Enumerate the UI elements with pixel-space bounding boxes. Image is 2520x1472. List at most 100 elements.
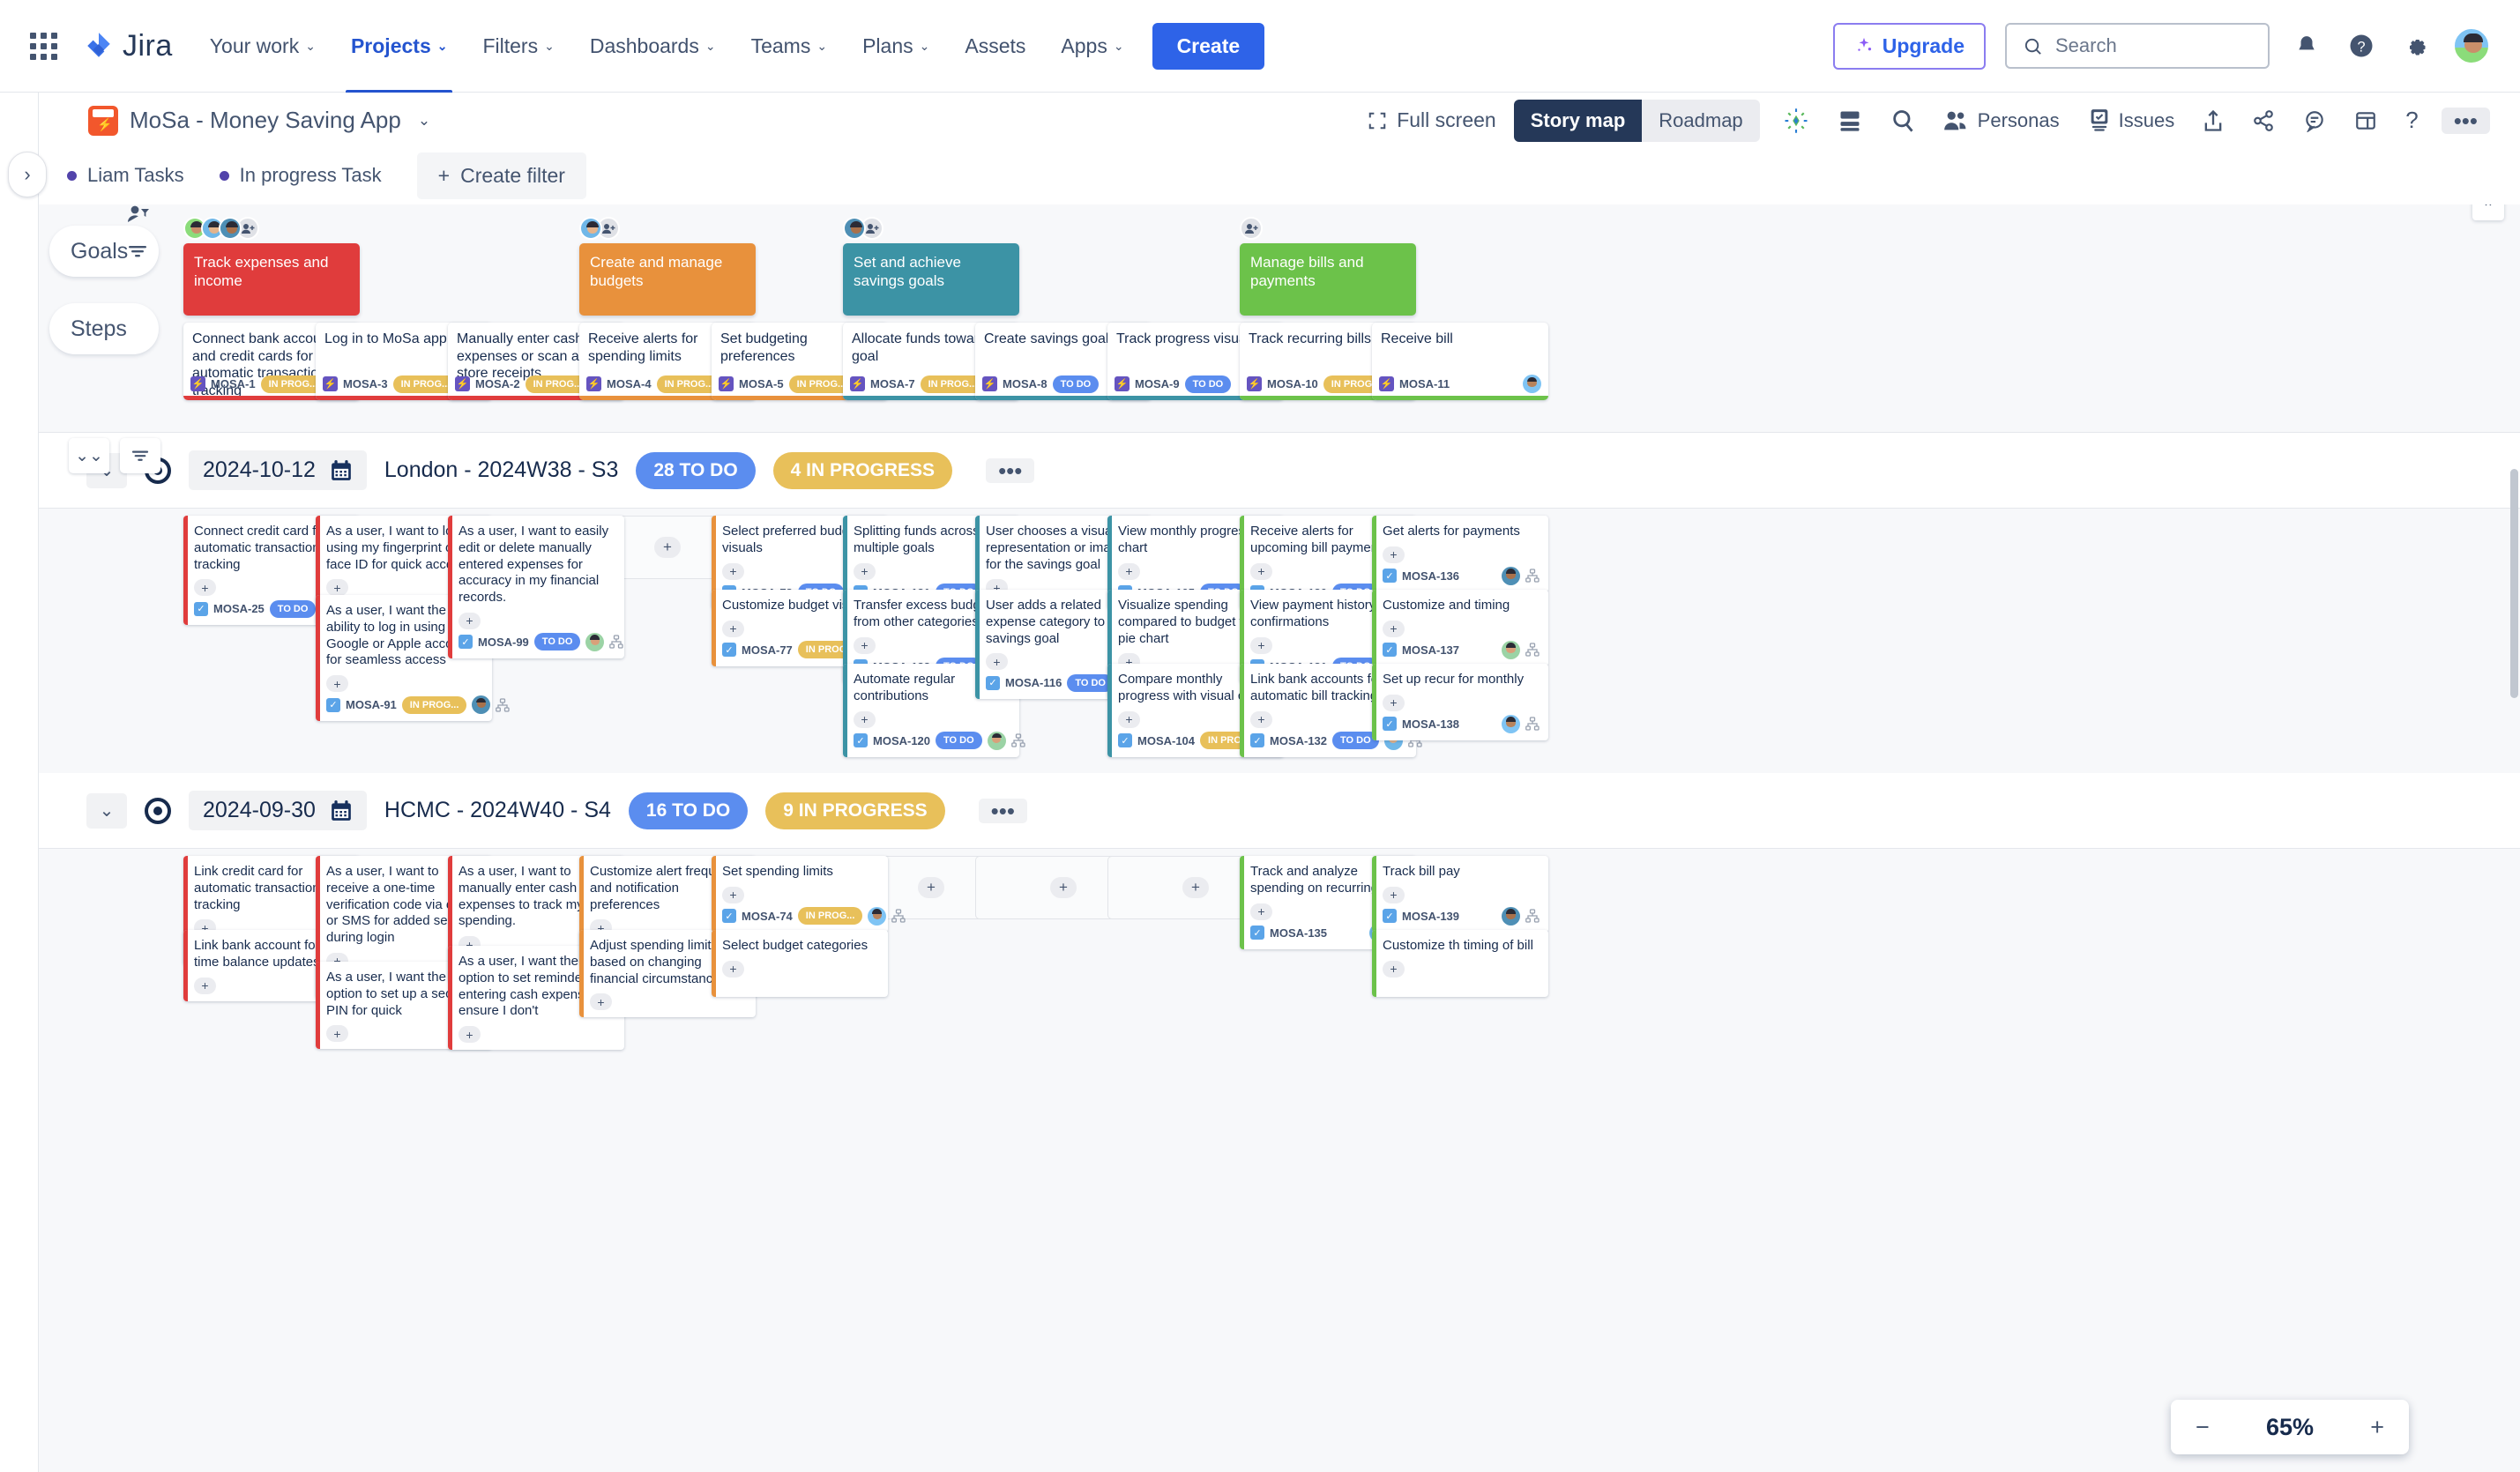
assignee-avatar[interactable]: [1502, 714, 1520, 733]
add-subtask-button[interactable]: +: [590, 993, 612, 1011]
status-badge[interactable]: IN PROG...: [797, 907, 863, 926]
add-subtask-button[interactable]: +: [722, 886, 744, 903]
avatar[interactable]: [579, 217, 602, 240]
add-person-icon[interactable]: [597, 217, 620, 240]
issue-key[interactable]: MOSA-11: [1399, 377, 1450, 390]
add-subtask-button[interactable]: +: [722, 562, 744, 580]
persona-filter-icon[interactable]: [127, 204, 150, 226]
sprint-more-options-button[interactable]: •••: [986, 457, 1035, 483]
add-subtask-button[interactable]: +: [722, 620, 744, 637]
issue-key[interactable]: MOSA-74: [742, 909, 793, 923]
issue-key[interactable]: MOSA-136: [1402, 569, 1460, 583]
export-icon[interactable]: [2197, 103, 2229, 138]
assignee-avatar[interactable]: [1523, 375, 1541, 393]
nav-plans[interactable]: Plans ⌄: [857, 26, 935, 67]
step-card[interactable]: Receive bill ⚡ MOSA-11: [1372, 323, 1548, 400]
issue-key[interactable]: MOSA-116: [1005, 676, 1062, 690]
add-subtask-button[interactable]: +: [326, 675, 348, 692]
issue-key[interactable]: MOSA-91: [346, 698, 397, 711]
add-subtask-button[interactable]: +: [1383, 546, 1405, 563]
nav-filters[interactable]: Filters ⌄: [477, 26, 559, 67]
story-card[interactable]: Get alerts for payments + ✓ MOSA-136: [1372, 516, 1548, 592]
nav-projects[interactable]: Projects ⌄: [345, 26, 453, 94]
notifications-bell-icon[interactable]: [2289, 28, 2324, 63]
upgrade-button[interactable]: Upgrade: [1832, 22, 1986, 70]
nav-dashboards[interactable]: Dashboards ⌄: [585, 26, 721, 67]
issue-key[interactable]: MOSA-3: [343, 377, 388, 390]
child-issues-icon[interactable]: [496, 697, 511, 712]
help-question-icon[interactable]: ?: [2405, 107, 2419, 133]
share-icon[interactable]: [2247, 104, 2280, 138]
collapse-all-button[interactable]: ⌄⌄: [69, 438, 109, 473]
personas-button[interactable]: Personas: [1938, 104, 2065, 138]
status-badge[interactable]: TO DO: [1332, 732, 1379, 749]
status-badge[interactable]: IN PROG...: [401, 695, 467, 714]
collapse-sprint-button[interactable]: ⌄: [86, 792, 127, 829]
create-filter-button[interactable]: + Create filter: [416, 152, 586, 199]
avatar[interactable]: [219, 217, 242, 240]
add-subtask-button[interactable]: +: [459, 1026, 481, 1043]
create-button[interactable]: Create: [1152, 22, 1265, 70]
assignee-avatar[interactable]: [868, 906, 887, 926]
issue-key[interactable]: MOSA-137: [1402, 643, 1460, 657]
goal-card[interactable]: Track expenses and income: [183, 243, 360, 316]
color-scheme-icon[interactable]: [1778, 102, 1815, 139]
issue-key[interactable]: MOSA-8: [1003, 377, 1048, 390]
add-subtask-button[interactable]: +: [326, 579, 348, 597]
status-badge[interactable]: IN PROG...: [525, 375, 591, 393]
nav-your-work[interactable]: Your work ⌄: [205, 26, 321, 67]
assignee-avatar[interactable]: [987, 731, 1006, 750]
jira-home-logo[interactable]: Jira: [84, 29, 173, 63]
sprint-date-picker[interactable]: 2024-09-30: [189, 791, 367, 830]
nav-teams[interactable]: Teams ⌄: [746, 26, 832, 67]
story-card[interactable]: As a user, I want to easily edit or dele…: [448, 516, 624, 658]
add-subtask-button[interactable]: +: [1383, 960, 1405, 978]
status-badge[interactable]: TO DO: [1184, 375, 1232, 393]
add-person-icon[interactable]: [1240, 217, 1263, 240]
settings-gear-icon[interactable]: [2398, 28, 2434, 63]
issue-key[interactable]: MOSA-104: [1137, 733, 1196, 747]
more-options-button[interactable]: •••: [2441, 107, 2490, 134]
issue-key[interactable]: MOSA-10: [1267, 377, 1318, 390]
issues-button[interactable]: Issues: [2083, 103, 2181, 138]
add-subtask-button[interactable]: +: [986, 653, 1008, 671]
status-badge[interactable]: IN PROG...: [788, 375, 854, 393]
issue-key[interactable]: MOSA-138: [1402, 717, 1460, 731]
goals-row-label[interactable]: Goals: [49, 226, 159, 277]
app-switcher-icon[interactable]: [30, 32, 57, 60]
assignee-avatar[interactable]: [1502, 566, 1520, 585]
board-search-icon[interactable]: [1885, 103, 1920, 138]
status-badge[interactable]: TO DO: [1052, 375, 1100, 393]
story-card[interactable]: Track bill pay + ✓ MOSA-139: [1372, 856, 1548, 933]
child-issues-icon[interactable]: [1525, 569, 1540, 583]
sprint-more-options-button[interactable]: •••: [978, 798, 1027, 823]
story-card[interactable]: Customize th timing of bill +: [1372, 930, 1548, 997]
status-badge[interactable]: TO DO: [269, 599, 317, 618]
avatar[interactable]: [843, 217, 866, 240]
nav-apps[interactable]: Apps ⌄: [1055, 26, 1129, 67]
sprint-date-picker[interactable]: 2024-10-12: [189, 450, 367, 490]
add-subtask-button[interactable]: +: [1118, 562, 1140, 580]
comment-icon[interactable]: [2298, 104, 2331, 138]
goal-card[interactable]: Manage bills and payments: [1240, 243, 1416, 316]
full-screen-button[interactable]: Full screen: [1368, 108, 1496, 132]
add-subtask-button[interactable]: +: [722, 960, 744, 978]
story-card[interactable]: Customize and timing + ✓ MOSA-137: [1372, 590, 1548, 666]
story-card[interactable]: Set spending limits + ✓ MOSA-74 IN PROG...: [712, 856, 906, 933]
add-subtask-button[interactable]: +: [1250, 562, 1272, 580]
add-subtask-button[interactable]: +: [1383, 620, 1405, 637]
add-subtask-button[interactable]: +: [326, 1025, 348, 1043]
child-issues-icon[interactable]: [1010, 733, 1025, 747]
issue-key[interactable]: MOSA-2: [475, 377, 520, 390]
story-card[interactable]: Set up recur for monthly + ✓ MOSA-138: [1372, 664, 1548, 740]
tab-roadmap[interactable]: Roadmap: [1642, 99, 1760, 142]
issue-key[interactable]: MOSA-77: [742, 643, 793, 657]
project-title-dropdown[interactable]: MoSa - Money Saving App ⌄: [88, 105, 430, 136]
issue-key[interactable]: MOSA-5: [739, 377, 784, 390]
steps-row-label[interactable]: Steps: [49, 303, 159, 354]
issue-key[interactable]: MOSA-7: [870, 377, 915, 390]
card-layout-icon[interactable]: [2349, 104, 2382, 138]
issue-key[interactable]: MOSA-132: [1270, 733, 1328, 747]
filter-in-progress-task[interactable]: In progress Task: [219, 164, 382, 187]
zoom-in-button[interactable]: +: [2370, 1413, 2384, 1440]
